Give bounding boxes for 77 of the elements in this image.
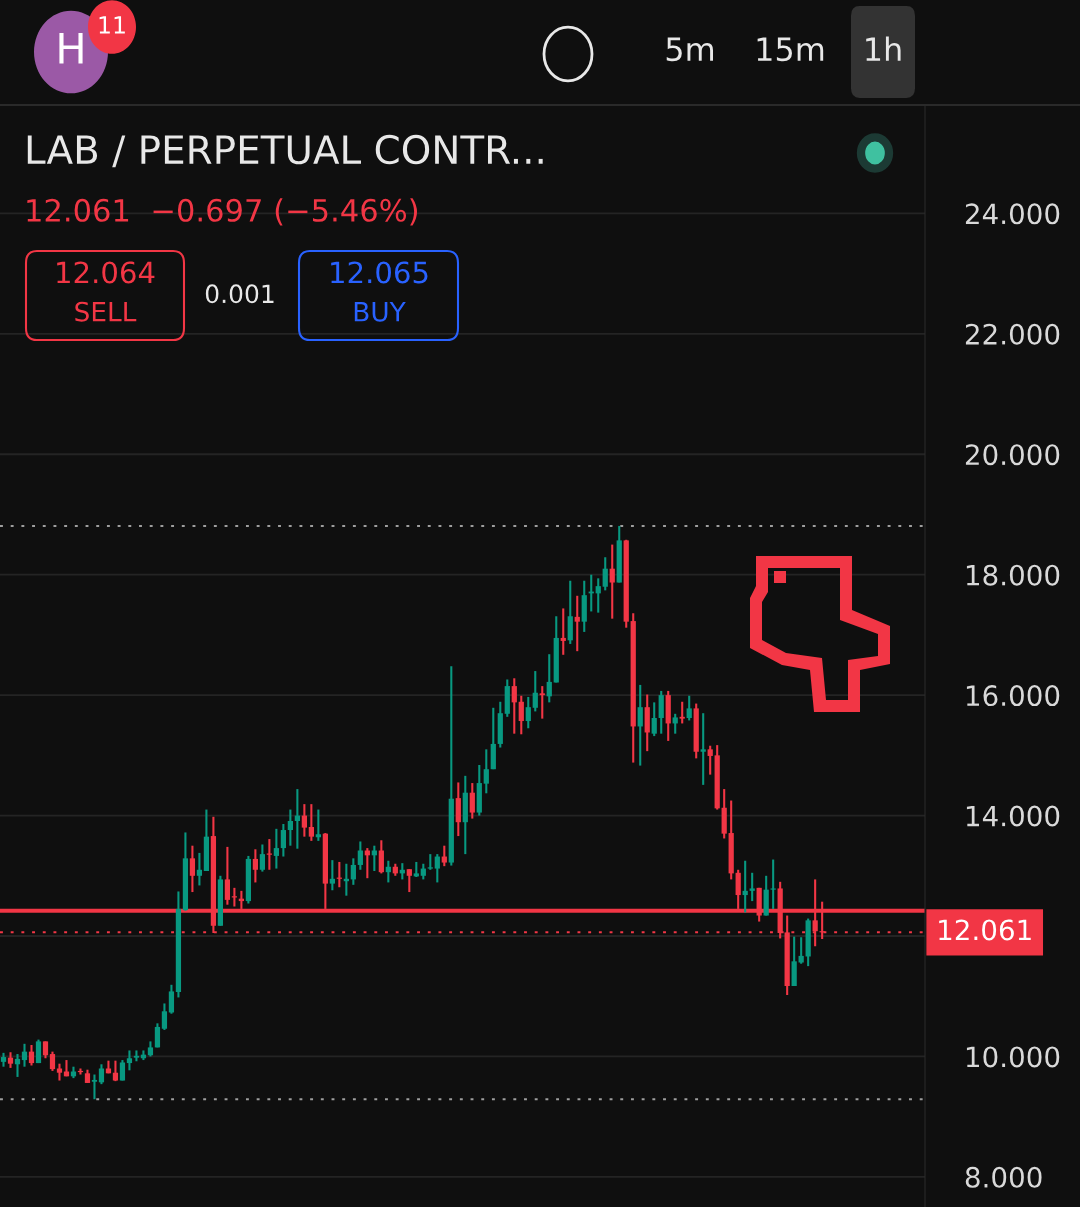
y-tick-label: 16.000 xyxy=(966,685,1060,707)
annotation: 12.065 xyxy=(331,261,428,284)
candlestick xyxy=(406,868,412,894)
annotation: SELL xyxy=(75,301,137,322)
candlestick xyxy=(686,694,692,722)
candlestick xyxy=(161,1002,168,1031)
candlestick xyxy=(434,853,440,884)
candlestick xyxy=(280,822,286,858)
text: H xyxy=(59,33,83,64)
candlestick xyxy=(287,808,293,847)
candlestick xyxy=(0,1051,7,1068)
text: 1h xyxy=(866,36,901,61)
annotation: BUY xyxy=(354,302,406,322)
y-tick-label: 24.000 xyxy=(965,203,1060,225)
candlestick xyxy=(749,871,755,903)
candlestick xyxy=(679,700,685,725)
text: 5m xyxy=(666,37,714,62)
candlestick xyxy=(98,1063,105,1086)
candlestick xyxy=(483,748,489,795)
candlestick xyxy=(609,543,615,620)
candlestick xyxy=(301,803,307,838)
candlestick xyxy=(525,695,531,730)
candlestick xyxy=(329,859,335,892)
candlestick xyxy=(49,1050,56,1072)
candlestick xyxy=(539,685,545,720)
candlestick xyxy=(651,701,657,738)
candlestick xyxy=(595,577,601,614)
candlestick xyxy=(378,839,384,875)
y-tick-label: 20.000 xyxy=(965,444,1060,466)
candlestick xyxy=(742,859,748,914)
candlestick xyxy=(637,683,643,767)
candlestick xyxy=(259,843,266,873)
candlestick xyxy=(56,1062,63,1082)
candlestick xyxy=(798,936,804,965)
candlestick xyxy=(91,1073,98,1101)
candlestick xyxy=(126,1049,133,1072)
y-tick-label: 22.000 xyxy=(965,323,1060,345)
text: 11 xyxy=(99,16,125,34)
ref-line-label: 12.061 xyxy=(939,919,1031,941)
candlestick xyxy=(700,712,706,786)
candlestick xyxy=(602,556,608,592)
candlestick xyxy=(224,845,231,906)
text: 12.061 −0.697 (−5.46%) xyxy=(27,198,418,226)
candlestick xyxy=(707,744,713,776)
candlestick xyxy=(21,1042,28,1068)
candlestick xyxy=(574,594,580,653)
candlestick xyxy=(560,607,566,656)
text: LAB / PERPETUAL CONTR... xyxy=(27,134,543,168)
y-tick-label: 10.000 xyxy=(966,1046,1060,1068)
candlestick xyxy=(168,983,175,1015)
candlestick xyxy=(672,712,678,735)
candlestick xyxy=(189,844,196,894)
candlestick xyxy=(770,858,776,910)
candlestick xyxy=(119,1059,126,1082)
candlestick xyxy=(7,1051,14,1069)
candlestick xyxy=(511,677,517,735)
candlestick xyxy=(546,653,552,704)
y-tick-label: 14.000 xyxy=(966,805,1060,827)
candlestick xyxy=(196,851,203,887)
candlestick xyxy=(315,808,321,842)
candlestick xyxy=(252,848,259,884)
candlestick xyxy=(441,844,447,868)
y-tick-label: 18.000 xyxy=(966,564,1060,586)
annotation: 12.064 xyxy=(57,261,155,284)
candlestick xyxy=(308,803,314,842)
candlestick xyxy=(357,840,363,871)
candlestick xyxy=(273,827,279,870)
y-tick-label: 8.000 xyxy=(965,1166,1042,1188)
candlestick xyxy=(154,1022,161,1049)
candlestick xyxy=(28,1043,35,1067)
candlestick xyxy=(658,689,664,735)
candlestick xyxy=(350,857,356,886)
candlestick xyxy=(532,670,538,713)
annotation: 0.001 xyxy=(205,284,274,304)
candlestick xyxy=(469,782,475,820)
candlestick xyxy=(518,694,524,736)
text: 15m xyxy=(757,37,824,62)
